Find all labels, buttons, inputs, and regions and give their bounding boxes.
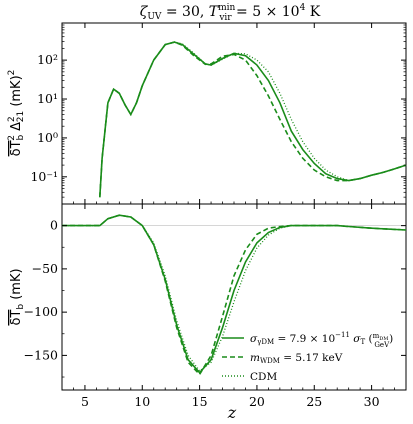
top-plot-frame	[61, 22, 407, 205]
top-series-solid	[99, 41, 407, 198]
legend-entry-dotted: CDM	[250, 371, 277, 383]
bottom-y-axis-label: δTb (mK)	[9, 268, 26, 325]
x-tick-label: 20	[249, 394, 265, 409]
top-y-tick-label: 10²	[37, 52, 58, 67]
x-axis-label: z	[227, 403, 237, 422]
legend-entry-solid: σγDM = 7.9 × 10−11 σT (mDM GeV)	[250, 331, 393, 349]
x-tick-label: 10	[134, 394, 150, 409]
legend: σγDM = 7.9 × 10−11 σT (mDM GeV) mWDM = 5.…	[222, 331, 393, 383]
chart-title: ζUV = 30, Tmin vir = 5 × 104 K	[140, 3, 321, 23]
top-series-dashed	[99, 41, 407, 198]
x-tick-label: 15	[192, 394, 208, 409]
bot-y-tick-label: −50	[32, 261, 58, 276]
top-panel: 10⁻¹ 10⁰ 10¹ 10² δTb2 Δ221 (mK)2	[7, 22, 407, 205]
bot-y-tick-label: −150	[24, 347, 58, 362]
bot-y-tick-label: 0	[50, 218, 58, 233]
bot-series-dotted	[62, 214, 407, 372]
x-tick-label: 5	[81, 394, 89, 409]
top-y-tick-label: 10¹	[37, 91, 58, 106]
bottom-panel: 5 10 15 20 25 30 0 −50 −100 −150 δTb (mK) z	[9, 203, 407, 422]
top-series-dotted	[99, 41, 407, 198]
legend-entry-dashed: mWDM = 5.17 keV	[250, 352, 343, 365]
x-tick-label: 30	[364, 394, 380, 409]
top-y-axis-label: δTb2 Δ221 (mK)2	[7, 70, 26, 157]
bot-series-solid	[62, 214, 407, 374]
top-y-tick-label: 10⁻¹	[30, 169, 58, 184]
x-tick-label: 25	[306, 394, 322, 409]
bot-y-tick-label: −100	[24, 304, 58, 319]
bot-series-dashed	[62, 214, 407, 376]
top-y-tick-label: 10⁰	[37, 130, 58, 145]
bottom-plot-frame	[61, 203, 407, 391]
